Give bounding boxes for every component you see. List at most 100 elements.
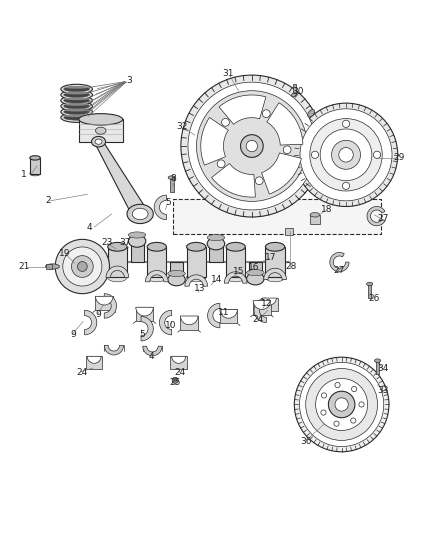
Polygon shape [293,84,296,95]
Ellipse shape [64,98,89,100]
Wedge shape [106,266,129,278]
Text: 36: 36 [300,437,311,446]
Text: 24: 24 [253,316,264,325]
Text: 24: 24 [174,368,185,377]
Text: 3: 3 [126,76,132,85]
Circle shape [334,421,339,426]
Wedge shape [367,206,385,226]
Circle shape [359,402,364,407]
Ellipse shape [64,103,89,106]
Ellipse shape [64,109,90,115]
Wedge shape [104,294,117,318]
Text: 34: 34 [378,364,389,373]
Circle shape [55,239,110,294]
Circle shape [197,91,307,201]
Ellipse shape [64,98,90,103]
Polygon shape [30,158,40,174]
Circle shape [343,120,350,127]
Ellipse shape [61,96,92,106]
Wedge shape [145,270,168,282]
Text: 4: 4 [87,223,92,231]
Wedge shape [141,317,153,341]
Wedge shape [224,272,247,283]
Polygon shape [368,284,371,298]
Text: 19: 19 [59,249,71,258]
Circle shape [311,151,318,158]
Circle shape [181,75,323,217]
Polygon shape [108,247,127,278]
Ellipse shape [61,101,92,111]
Ellipse shape [265,273,285,282]
Polygon shape [86,356,102,369]
Circle shape [172,377,178,383]
Wedge shape [262,298,276,305]
Text: 11: 11 [218,308,229,317]
Polygon shape [170,177,174,192]
Text: 26: 26 [369,294,380,303]
Wedge shape [87,356,101,364]
Wedge shape [172,356,186,364]
Wedge shape [95,296,113,305]
Ellipse shape [187,273,206,282]
Text: 8: 8 [170,174,176,183]
Wedge shape [208,303,220,328]
Text: 37: 37 [119,238,131,247]
Circle shape [321,410,326,415]
Ellipse shape [64,92,89,94]
Polygon shape [285,228,293,235]
Text: 27: 27 [334,266,345,276]
Polygon shape [265,247,285,278]
Wedge shape [212,164,255,197]
Ellipse shape [128,235,146,247]
Ellipse shape [128,232,146,238]
Circle shape [320,129,372,181]
Polygon shape [261,298,278,311]
Ellipse shape [64,115,89,117]
Text: 25: 25 [170,378,181,387]
Circle shape [300,362,384,447]
Wedge shape [136,307,153,316]
Polygon shape [249,262,262,279]
Text: 5: 5 [139,330,145,339]
Ellipse shape [374,359,381,362]
Ellipse shape [310,213,320,217]
Wedge shape [159,310,172,335]
Ellipse shape [64,92,90,98]
Circle shape [255,177,263,184]
Circle shape [71,256,93,277]
Ellipse shape [226,243,245,251]
Wedge shape [219,95,266,124]
Ellipse shape [64,86,90,92]
Bar [173,199,381,233]
Text: 24: 24 [77,368,88,377]
Circle shape [343,182,350,189]
Wedge shape [104,345,124,355]
Wedge shape [85,310,97,335]
Ellipse shape [64,115,90,120]
Ellipse shape [64,103,90,109]
Wedge shape [154,195,166,220]
Text: 2: 2 [46,196,51,205]
Text: 14: 14 [211,275,223,284]
Text: 23: 23 [102,238,113,247]
Ellipse shape [95,127,106,134]
Text: 18: 18 [321,205,332,214]
Circle shape [374,151,381,158]
Polygon shape [220,310,237,324]
Circle shape [283,146,291,154]
Circle shape [222,118,230,126]
Polygon shape [136,307,153,321]
Wedge shape [143,346,162,356]
Ellipse shape [207,238,225,250]
Text: 16: 16 [248,263,260,272]
Ellipse shape [46,264,60,269]
Ellipse shape [207,235,225,241]
Circle shape [294,357,389,452]
Text: 28: 28 [286,262,297,271]
Wedge shape [180,316,198,325]
Polygon shape [180,316,198,330]
Ellipse shape [95,139,102,144]
Circle shape [332,140,360,169]
Polygon shape [131,241,144,262]
Ellipse shape [307,109,314,117]
